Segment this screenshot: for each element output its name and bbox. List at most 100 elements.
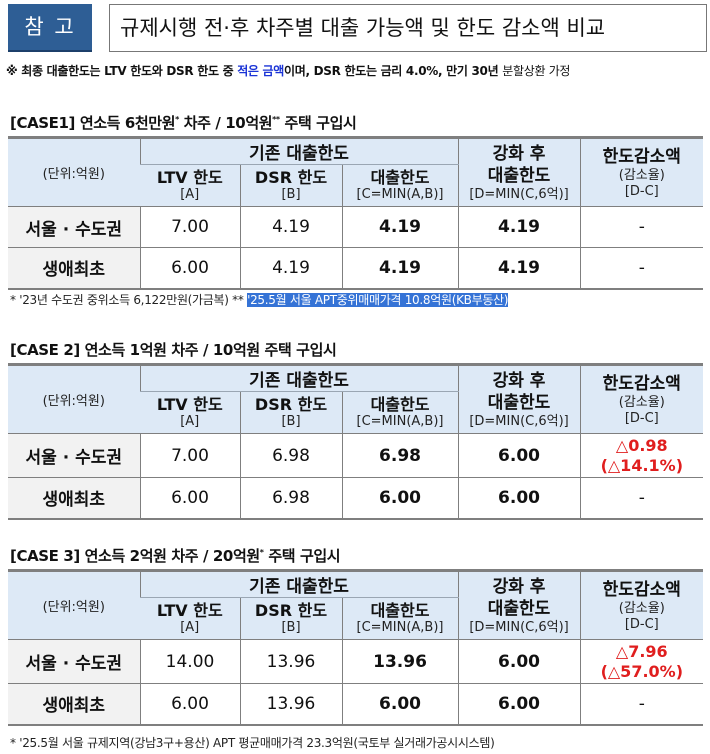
reduction-header: 한도감소액 (감소율) [D-C] bbox=[579, 137, 704, 207]
dsr-value: 6.98 bbox=[239, 477, 342, 519]
case1-sup-b: ** bbox=[272, 115, 280, 124]
ltv-label: LTV 한도 bbox=[156, 601, 223, 620]
ltv-value: 6.00 bbox=[139, 247, 240, 289]
reduction-header: 한도감소액 (감소율) [D-C] bbox=[579, 570, 704, 640]
after-line1: 강화 후 bbox=[492, 143, 546, 164]
dsr-label: DSR 한도 bbox=[254, 168, 328, 187]
dsr-header: DSR 한도 [B] bbox=[239, 164, 342, 207]
case3-footnote: * '25.5월 서울 규제지역(강남3구+용산) APT 평균매매가격 23.… bbox=[10, 736, 495, 750]
table-row: 서울 · 수도권 7.00 4.19 4.19 4.19 - bbox=[8, 206, 704, 248]
unit-label: (단위:억원) bbox=[8, 137, 140, 207]
ltv-value: 7.00 bbox=[139, 433, 240, 478]
ltv-header: LTV 한도 [A] bbox=[140, 391, 240, 434]
after-value: 6.00 bbox=[457, 683, 581, 725]
reduction-value: - bbox=[579, 247, 704, 289]
case3-sup-a: * bbox=[259, 548, 264, 557]
case1-table: (단위:억원) 기존 대출한도 강화 후 대출한도 [D=MIN(C,6억)] 한도… bbox=[8, 136, 704, 290]
row-label: 생애최초 bbox=[8, 683, 140, 725]
reduction-rate-label: (감소율) bbox=[618, 167, 665, 183]
row-label: 생애최초 bbox=[8, 247, 140, 289]
case2-table: (단위:억원) 기존 대출한도 강화 후 대출한도 [D=MIN(C,6억)] 한도… bbox=[8, 363, 704, 520]
reduction-rate-label: (감소율) bbox=[618, 600, 665, 616]
dsr-value: 13.96 bbox=[239, 683, 342, 725]
after-value: 6.00 bbox=[457, 477, 581, 519]
page-title: 규제시행 전·후 차주별 대출 가능액 및 한도 감소액 비교 bbox=[109, 4, 707, 52]
reduction-label: 한도감소액 bbox=[602, 373, 681, 394]
loan-value: 6.00 bbox=[341, 683, 459, 725]
table-row: 생애최초 6.00 13.96 6.00 6.00 - bbox=[8, 683, 704, 725]
loan-header: 대출한도 [C=MIN(A,B)] bbox=[341, 391, 459, 434]
footnote-income: * '23년 수도권 중위소득 6,122만원(가금복) ** bbox=[10, 293, 248, 307]
reduction-amount: △7.96 bbox=[615, 641, 668, 661]
ltv-label: LTV 한도 bbox=[156, 395, 223, 414]
loan-label: 대출한도 bbox=[370, 395, 430, 414]
ltv-value: 6.00 bbox=[139, 477, 240, 519]
reduction-rate: (△14.1%) bbox=[600, 455, 683, 475]
unit-label: (단위:억원) bbox=[8, 364, 140, 434]
dsr-header: DSR 한도 [B] bbox=[239, 391, 342, 434]
title-bar: 참 고 규제시행 전·후 차주별 대출 가능액 및 한도 감소액 비교 bbox=[8, 4, 708, 52]
after-limit-header: 강화 후 대출한도 [D=MIN(C,6억)] bbox=[457, 364, 581, 434]
after-formula: [D=MIN(C,6억)] bbox=[469, 413, 569, 429]
after-line1: 강화 후 bbox=[492, 370, 546, 391]
reduction-formula: [D-C] bbox=[624, 616, 659, 632]
dsr-value: 4.19 bbox=[239, 247, 342, 289]
after-line1: 강화 후 bbox=[492, 576, 546, 597]
dsr-sub: [B] bbox=[281, 414, 301, 429]
loan-value: 13.96 bbox=[341, 639, 459, 684]
reduction-rate-label: (감소율) bbox=[618, 394, 665, 410]
after-formula: [D=MIN(C,6억)] bbox=[469, 186, 569, 202]
dsr-sub: [B] bbox=[281, 620, 301, 635]
reduction-value: - bbox=[579, 477, 704, 519]
existing-limit-header: 기존 대출한도 bbox=[139, 137, 459, 165]
dsr-label: DSR 한도 bbox=[254, 601, 328, 620]
after-value: 4.19 bbox=[457, 206, 581, 248]
note-suffix: 분할상환 가정 bbox=[502, 64, 571, 78]
reduction-value: - bbox=[579, 683, 704, 725]
case1-title: [CASE1] 연소득 6천만원* 차주 / 10억원** 주택 구입시 bbox=[10, 112, 357, 133]
reduction-formula: [D-C] bbox=[624, 410, 659, 426]
case1-title-c: 주택 구입시 bbox=[279, 114, 357, 132]
row-label: 서울 · 수도권 bbox=[8, 206, 140, 248]
reference-badge: 참 고 bbox=[8, 4, 92, 52]
loan-label: 대출한도 bbox=[370, 168, 430, 187]
after-line2: 대출한도 bbox=[487, 392, 551, 413]
reduction-label: 한도감소액 bbox=[602, 146, 681, 167]
reduction-formula: [D-C] bbox=[624, 183, 659, 199]
existing-limit-header: 기존 대출한도 bbox=[139, 570, 459, 598]
loan-value: 4.19 bbox=[341, 206, 459, 248]
reduction-rate: (△57.0%) bbox=[600, 661, 683, 681]
table-row: 서울 · 수도권 7.00 6.98 6.98 6.00 △0.98 (△14.1… bbox=[8, 433, 704, 478]
ltv-sub: [A] bbox=[180, 414, 200, 429]
table-row: 생애최초 6.00 4.19 4.19 4.19 - bbox=[8, 247, 704, 289]
table-row: 생애최초 6.00 6.98 6.00 6.00 - bbox=[8, 477, 704, 519]
case1-title-a: [CASE1] 연소득 6천만원 bbox=[10, 114, 176, 132]
after-value: 4.19 bbox=[457, 247, 581, 289]
case3-title-b: 주택 구입시 bbox=[263, 547, 341, 565]
ltv-sub: [A] bbox=[180, 187, 200, 202]
loan-value: 6.00 bbox=[341, 477, 459, 519]
loan-sub: [C=MIN(A,B)] bbox=[356, 620, 444, 635]
row-label: 서울 · 수도권 bbox=[8, 639, 140, 684]
after-limit-header: 강화 후 대출한도 [D=MIN(C,6억)] bbox=[457, 137, 581, 207]
reduction-label: 한도감소액 bbox=[602, 579, 681, 600]
loan-sub: [C=MIN(A,B)] bbox=[356, 414, 444, 429]
ltv-header: LTV 한도 [A] bbox=[140, 597, 240, 640]
ltv-label: LTV 한도 bbox=[156, 168, 223, 187]
loan-header: 대출한도 [C=MIN(A,B)] bbox=[341, 164, 459, 207]
after-line2: 대출한도 bbox=[487, 165, 551, 186]
unit-label: (단위:억원) bbox=[8, 570, 140, 640]
ltv-value: 6.00 bbox=[139, 683, 240, 725]
dsr-sub: [B] bbox=[281, 187, 301, 202]
case3-title-a: [CASE 3] 연소득 2억원 차주 / 20억원 bbox=[10, 547, 260, 565]
case3-title: [CASE 3] 연소득 2억원 차주 / 20억원* 주택 구입시 bbox=[10, 545, 341, 566]
reduction-value: △7.96 (△57.0%) bbox=[579, 639, 704, 684]
note-prefix: ※ 최종 대출한도는 LTV 한도와 DSR 한도 중 bbox=[6, 64, 238, 78]
case1-title-b: 차주 / 10억원 bbox=[178, 114, 273, 132]
footnote-selected-text[interactable]: '25.5월 서울 APT중위매매가격 10.8억원(KB부동산) bbox=[247, 293, 509, 307]
ltv-value: 14.00 bbox=[139, 639, 240, 684]
note-mid: 이며, DSR 한도는 금리 4.0%, 만기 30년 bbox=[284, 64, 503, 78]
reduction-value: - bbox=[579, 206, 704, 248]
dsr-value: 4.19 bbox=[239, 206, 342, 248]
after-value: 6.00 bbox=[457, 433, 581, 478]
